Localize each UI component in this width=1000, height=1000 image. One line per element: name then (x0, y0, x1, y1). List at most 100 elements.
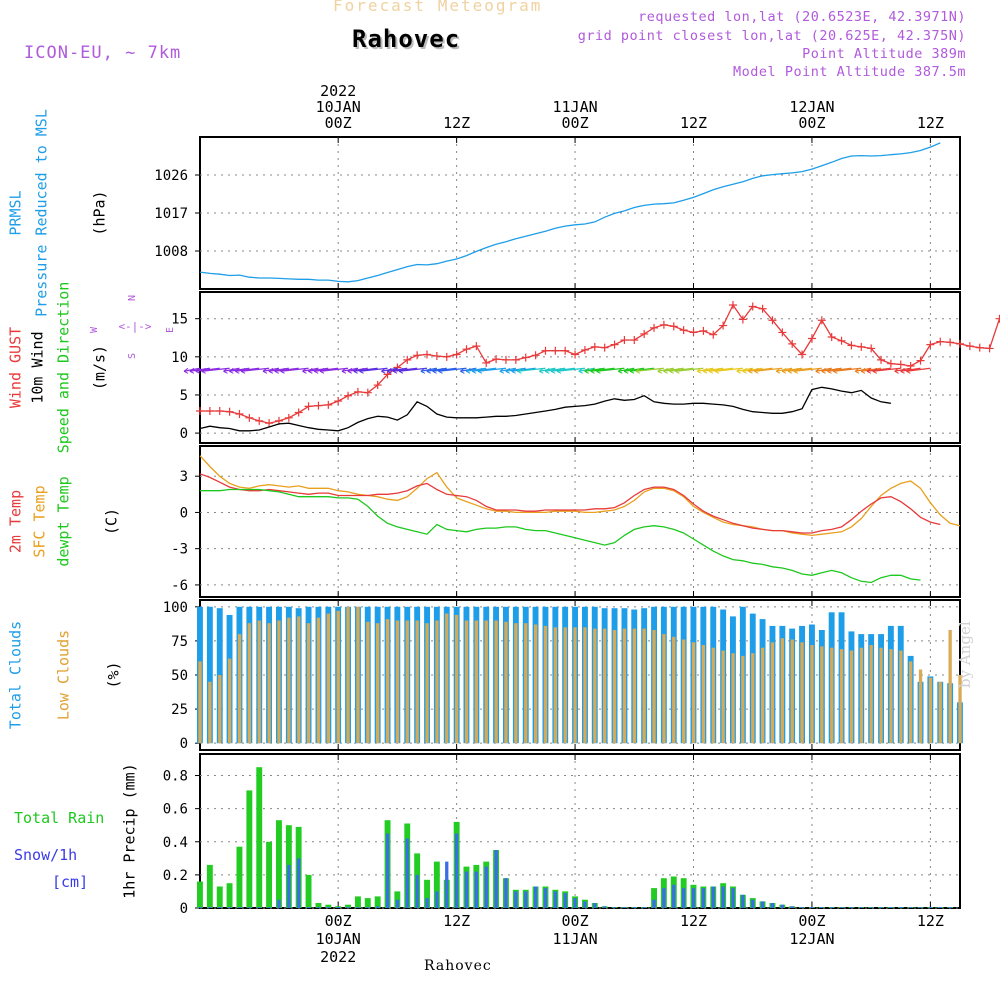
gust-point (363, 388, 372, 397)
wind-arrow-head (280, 367, 285, 374)
series-line-1-1 (199, 386, 891, 432)
bar-snow-1h (524, 891, 528, 908)
gust-point (837, 336, 846, 345)
top-time-label-4-0: 12JAN (789, 98, 834, 116)
bar-snow-1h (415, 874, 419, 908)
bar-low-clouds (790, 639, 794, 744)
side-label-2-3: (C) (103, 508, 121, 535)
gust-point (679, 326, 688, 335)
gust-point (926, 340, 935, 349)
bar-snow-1h (593, 903, 597, 908)
bar-snow-1h (701, 888, 705, 908)
gust-point (265, 419, 274, 428)
wind-arrow (787, 367, 813, 372)
bar-low-clouds (267, 623, 271, 744)
wind-arrow-head (240, 367, 246, 374)
side-label-0-0: PRMSL (7, 190, 25, 235)
wind-arrow-head (872, 367, 878, 374)
bar-low-clouds (612, 630, 617, 744)
bar-low-clouds (563, 627, 567, 744)
gust-point (442, 352, 451, 361)
bar-low-clouds (770, 642, 775, 744)
wind-arrow (189, 367, 210, 372)
y-tick-label-3-4: 100 (163, 600, 188, 616)
bar-snow-1h (849, 907, 854, 908)
bar-snow-1h (751, 899, 755, 908)
bar-low-clouds (889, 649, 893, 744)
bar-snow-1h (267, 907, 271, 908)
bar-snow-1h (721, 886, 725, 908)
top-time-label-0-0: 2022 (320, 82, 356, 100)
gust-point (413, 351, 422, 360)
gust-point (886, 359, 895, 368)
top-time-label-0-1: 10JAN (316, 98, 361, 116)
bar-low-clouds (879, 647, 883, 744)
gust-point (807, 334, 816, 343)
bar-snow-1h (830, 907, 834, 908)
wind-arrow-head (319, 367, 325, 374)
gust-point (827, 332, 836, 341)
bar-total-rain (433, 861, 440, 908)
wind-arrow-head (635, 367, 641, 374)
bar-low-clouds (534, 624, 538, 744)
gust-point (709, 330, 718, 339)
panel-frame-4 (199, 753, 961, 909)
wind-arrow (793, 367, 822, 372)
gust-point (857, 342, 866, 351)
wind-arrow (703, 367, 724, 372)
bar-snow-1h (464, 871, 469, 908)
bar-snow-1h (316, 907, 321, 908)
wind-arrow-head (381, 367, 386, 374)
bar-snow-1h (553, 891, 557, 908)
top-time-label-2-0: 11JAN (552, 98, 597, 116)
bar-total-rain (246, 790, 253, 908)
bar-low-clouds (247, 623, 251, 744)
wind-arrow-head (775, 367, 781, 374)
gust-point (215, 406, 224, 415)
gust-point (985, 344, 994, 353)
side-label-0-2: (hPa) (91, 190, 109, 235)
wind-arrow-head (471, 367, 477, 374)
bar-low-clouds (958, 675, 962, 744)
bar-low-clouds (593, 628, 597, 744)
time-axis: 202210JAN00Z00Z10JAN202212Z12Z11JAN00Z00… (316, 82, 944, 966)
gust-point (344, 391, 353, 400)
side-label-2-1: SFC Temp (31, 485, 49, 557)
bar-low-clouds (287, 617, 291, 744)
y-tick-label-3-3: 75 (171, 634, 188, 650)
wind-arrow (511, 367, 536, 372)
y-tick-label-4-2: 0.4 (163, 835, 188, 851)
wind-arrow (398, 367, 428, 372)
gust-point (284, 413, 293, 422)
side-label-3-2: (%) (105, 661, 123, 688)
bottom-time-label-2-1: 11JAN (552, 930, 597, 948)
wind-arrow-head (906, 367, 911, 374)
gust-point (373, 381, 382, 390)
wind-arrow (235, 367, 260, 372)
wind-arrow-head (702, 367, 708, 374)
gust-point (541, 346, 550, 355)
side-label-4-2: [cm] (52, 873, 88, 891)
wind-arrow-head (669, 367, 674, 374)
bar-low-clouds (464, 620, 469, 744)
bar-total-rain (216, 886, 223, 908)
wind-arrow (906, 367, 931, 372)
bar-low-clouds (425, 623, 429, 744)
wind-arrow (714, 367, 743, 372)
gust-point (610, 340, 619, 349)
subtitle: Forecast Meteogram (333, 0, 543, 15)
wind-arrow-head (313, 367, 319, 374)
bar-low-clouds (849, 650, 854, 744)
bar-snow-1h (928, 907, 933, 908)
gust-point (492, 355, 501, 364)
bar-low-clouds (928, 677, 933, 744)
wind-arrow-head (308, 367, 313, 374)
y-tick-label-2-1: -3 (171, 542, 188, 558)
gust-point (916, 356, 925, 365)
bar-snow-1h (356, 907, 360, 908)
gust-point (482, 358, 491, 367)
wind-arrow-head (302, 367, 307, 374)
y-tick-label-0-1: 1017 (154, 206, 188, 222)
y-tick-label-4-3: 0.6 (163, 802, 188, 818)
wind-arrow-head (742, 367, 747, 374)
